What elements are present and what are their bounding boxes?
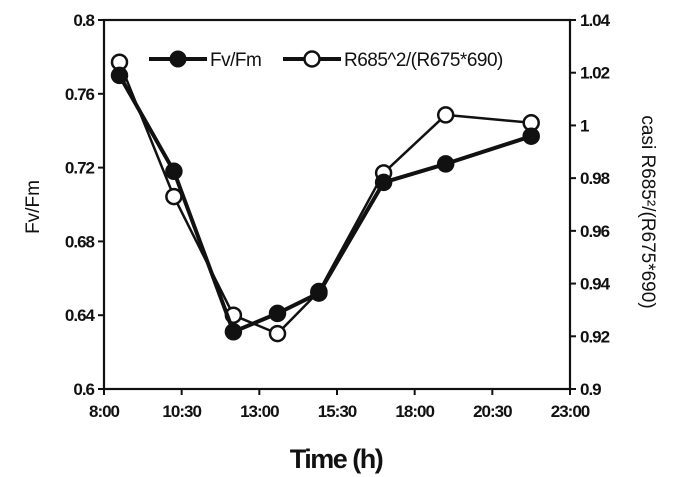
data-point-fvfm [436,155,455,173]
y-tick-label: 0.68 [65,232,95,251]
y2-tick-label: 0.96 [580,222,610,241]
legend-label-ratio: R685^2/(R675*690) [344,50,503,71]
data-point-fvfm [110,66,129,85]
data-point-ratio [436,106,455,124]
x-tick-label: 10:30 [162,402,201,421]
y2-tick-label: 0.92 [580,327,610,346]
y2-tick-label: 1.04 [580,11,611,30]
y2-tick-label: 0.9 [580,380,601,399]
data-point-fvfm [224,323,243,341]
y-tick-label: 0.6 [73,380,94,399]
series-line-fvfm [117,74,532,334]
y2-tick-label: 0.94 [580,275,611,294]
series-layer [110,53,540,343]
legend-label-fvfm: Fv/Fm [210,50,261,71]
y-axis-ticks: 0.6 0.64 0.68 0.72 0.76 0.8 [65,11,104,399]
x-axis-ticks: 8:00 10:30 13:00 15:30 18:00 20:30 23:00 [89,389,591,421]
y-tick-label: 0.76 [65,85,95,104]
data-point-fvfm [268,304,287,323]
data-point-ratio [268,324,287,343]
y-tick-label: 0.72 [65,159,95,178]
y2-tick-label: 0.98 [580,169,610,188]
y2-axis-ticks: 0.9 0.92 0.94 0.96 0.98 1 1.02 1.04 [570,11,612,399]
x-tick-label: 23:00 [551,402,590,421]
legend: Fv/Fm R685^2/(R675*690) [149,50,504,71]
data-point-fvfm [165,162,183,181]
x-tick-label: 8:00 [89,402,120,421]
y2-axis-title: casi R685²/(R675*690) [637,115,658,308]
legend-marker-ratio [303,50,321,68]
x-tick-label: 20:30 [473,402,512,421]
x-tick-label: 13:00 [240,402,279,421]
y-tick-label: 0.64 [65,306,96,325]
x-tick-label: 15:30 [318,402,357,421]
legend-marker-fvfm [169,50,187,68]
data-point-fvfm [310,284,328,302]
y-axis-title: Fv/Fm [23,180,44,234]
y2-tick-label: 1 [580,116,589,135]
x-tick-label: 18:00 [395,402,434,421]
data-point-fvfm [374,173,393,192]
y2-tick-label: 1.02 [580,64,610,83]
data-point-fvfm [522,127,540,145]
y-tick-label: 0.8 [73,11,94,30]
x-axis-title: Time (h) [290,444,383,474]
series-line-ratio [118,61,532,335]
data-point-ratio [165,187,183,206]
